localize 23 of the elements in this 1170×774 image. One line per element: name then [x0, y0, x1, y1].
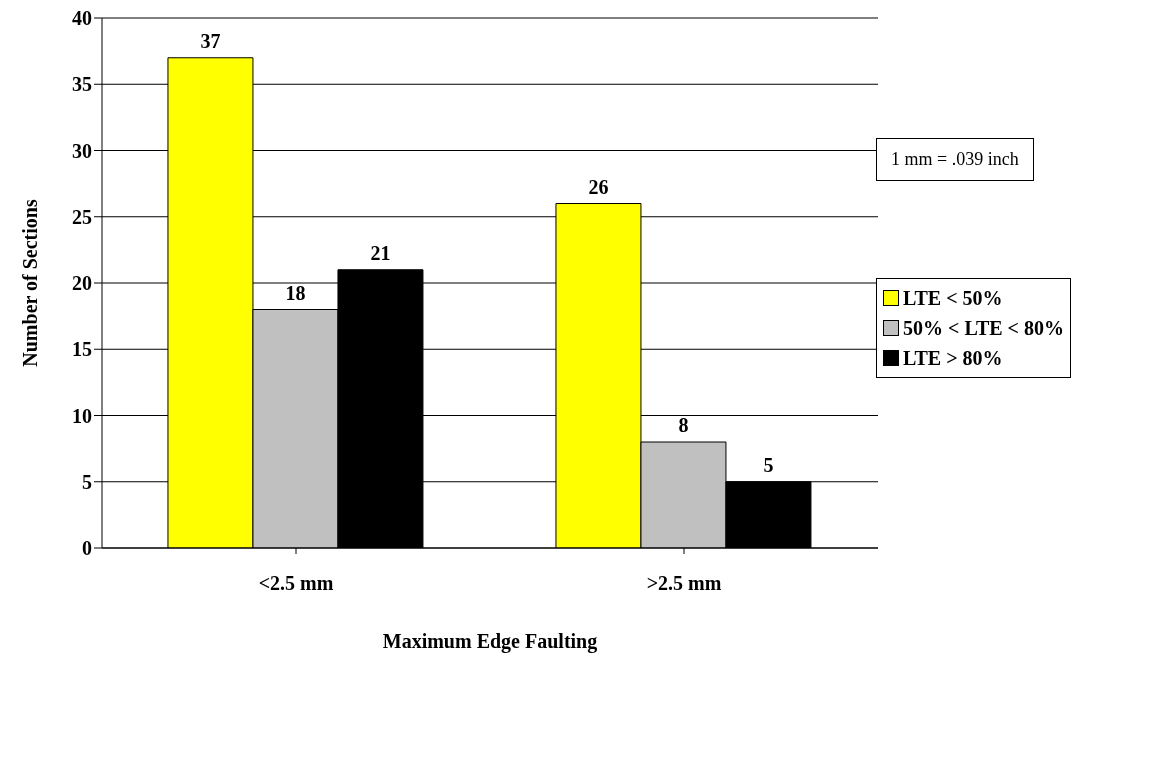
legend-label: 50% < LTE < 80%	[903, 316, 1064, 341]
x-axis-title: Maximum Edge Faulting	[382, 630, 598, 653]
text: 1 mm = .039 inch	[876, 138, 1034, 181]
y-tick-label: 10	[72, 404, 92, 427]
legend-label: LTE < 50%	[903, 286, 1003, 311]
data-label: 18	[285, 281, 306, 304]
legend-label: LTE > 80%	[903, 346, 1003, 371]
y-tick-label: 5	[82, 470, 92, 493]
y-tick-label: 40	[72, 7, 92, 30]
y-tick-label: 35	[72, 73, 92, 96]
y-axis-title: Number of Sections	[19, 199, 42, 367]
y-tick-label: 20	[72, 272, 92, 295]
data-label: 26	[588, 175, 609, 198]
data-label: 5	[763, 453, 774, 476]
y-tick-label: 25	[72, 205, 92, 228]
data-label: 8	[678, 414, 689, 436]
y-tick-label: 15	[72, 338, 92, 361]
y-tick-label: 0	[82, 537, 92, 560]
y-tick-label: 30	[72, 139, 92, 162]
data-label: 37	[200, 29, 221, 52]
x-tick-label: <2.5 mm	[258, 572, 334, 595]
data-label: 21	[370, 241, 391, 264]
x-tick-label: >2.5 mm	[646, 572, 722, 595]
